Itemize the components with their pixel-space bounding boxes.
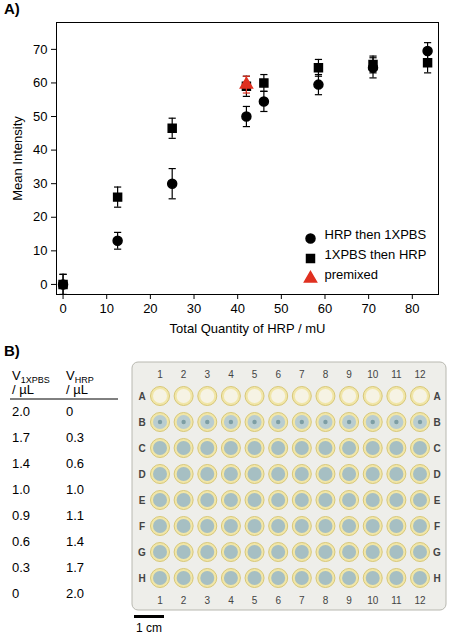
svg-text:/ µL: / µL bbox=[12, 382, 34, 397]
svg-text:6: 6 bbox=[275, 595, 281, 606]
svg-text:7: 7 bbox=[299, 595, 305, 606]
svg-text:8: 8 bbox=[323, 595, 329, 606]
svg-text:0.9: 0.9 bbox=[12, 508, 30, 523]
svg-text:D: D bbox=[433, 469, 440, 480]
svg-text:0: 0 bbox=[40, 277, 47, 292]
svg-text:1.4: 1.4 bbox=[66, 534, 84, 549]
svg-text:5: 5 bbox=[252, 369, 258, 380]
svg-text:1.4: 1.4 bbox=[12, 456, 30, 471]
svg-text:2: 2 bbox=[181, 369, 187, 380]
svg-text:3: 3 bbox=[204, 595, 210, 606]
svg-text:20: 20 bbox=[33, 209, 47, 224]
svg-text:2.0: 2.0 bbox=[66, 586, 84, 601]
svg-text:A: A bbox=[433, 391, 440, 402]
svg-text:B: B bbox=[138, 417, 145, 428]
svg-text:8: 8 bbox=[323, 369, 329, 380]
svg-text:0.3: 0.3 bbox=[12, 560, 30, 575]
svg-text:4: 4 bbox=[228, 369, 234, 380]
svg-text:D: D bbox=[138, 469, 145, 480]
svg-text:5: 5 bbox=[252, 595, 258, 606]
svg-text:0: 0 bbox=[66, 404, 73, 419]
svg-text:4: 4 bbox=[228, 595, 234, 606]
svg-text:B): B) bbox=[4, 342, 20, 359]
svg-text:30: 30 bbox=[187, 301, 201, 316]
svg-text:1.1: 1.1 bbox=[66, 508, 84, 523]
svg-text:E: E bbox=[434, 495, 441, 506]
svg-text:0.6: 0.6 bbox=[66, 456, 84, 471]
svg-text:10: 10 bbox=[367, 595, 379, 606]
svg-text:E: E bbox=[139, 495, 146, 506]
svg-text:10: 10 bbox=[99, 301, 113, 316]
svg-text:B: B bbox=[433, 417, 440, 428]
svg-text:C: C bbox=[433, 443, 440, 454]
svg-text:2.0: 2.0 bbox=[12, 404, 30, 419]
svg-text:1.7: 1.7 bbox=[12, 430, 30, 445]
svg-text:40: 40 bbox=[33, 142, 47, 157]
svg-text:HRP then 1XPBS: HRP then 1XPBS bbox=[325, 227, 427, 242]
svg-text:7: 7 bbox=[299, 369, 305, 380]
svg-text:1.7: 1.7 bbox=[66, 560, 84, 575]
svg-text:H: H bbox=[433, 573, 440, 584]
svg-text:12: 12 bbox=[414, 595, 426, 606]
svg-text:A: A bbox=[138, 391, 145, 402]
svg-text:1.0: 1.0 bbox=[12, 482, 30, 497]
svg-text:11: 11 bbox=[391, 595, 402, 606]
svg-text:0: 0 bbox=[12, 586, 19, 601]
svg-text:6: 6 bbox=[275, 369, 281, 380]
svg-text:9: 9 bbox=[346, 369, 352, 380]
svg-text:Total Quantity of HRP / mU: Total Quantity of HRP / mU bbox=[170, 321, 326, 336]
svg-text:0.3: 0.3 bbox=[66, 430, 84, 445]
svg-text:10: 10 bbox=[367, 369, 379, 380]
svg-text:2: 2 bbox=[181, 595, 187, 606]
svg-text:1 cm: 1 cm bbox=[136, 621, 162, 635]
svg-text:10: 10 bbox=[33, 243, 47, 258]
svg-text:80: 80 bbox=[405, 301, 419, 316]
svg-text:30: 30 bbox=[33, 176, 47, 191]
svg-text:V1XPBS: V1XPBS bbox=[12, 368, 50, 385]
svg-text:1: 1 bbox=[157, 369, 163, 380]
svg-text:F: F bbox=[434, 521, 440, 532]
svg-text:G: G bbox=[433, 547, 441, 558]
svg-text:60: 60 bbox=[33, 75, 47, 90]
svg-text:50: 50 bbox=[33, 109, 47, 124]
svg-text:F: F bbox=[139, 521, 145, 532]
svg-text:Mean Intensity: Mean Intensity bbox=[10, 116, 25, 201]
svg-text:VHRP: VHRP bbox=[66, 368, 94, 385]
svg-text:1.0: 1.0 bbox=[66, 482, 84, 497]
svg-text:0.6: 0.6 bbox=[12, 534, 30, 549]
svg-text:70: 70 bbox=[33, 42, 47, 57]
svg-text:60: 60 bbox=[318, 301, 332, 316]
svg-text:C: C bbox=[138, 443, 145, 454]
svg-text:20: 20 bbox=[143, 301, 157, 316]
svg-text:50: 50 bbox=[274, 301, 288, 316]
svg-text:11: 11 bbox=[391, 369, 402, 380]
html-text:A): A) bbox=[4, 0, 20, 17]
svg-text:12: 12 bbox=[414, 369, 426, 380]
svg-text:1XPBS then HRP: 1XPBS then HRP bbox=[325, 247, 427, 262]
svg-text:0: 0 bbox=[59, 301, 66, 316]
svg-text:premixed: premixed bbox=[325, 267, 378, 282]
svg-text:H: H bbox=[138, 573, 145, 584]
svg-text:70: 70 bbox=[361, 301, 375, 316]
svg-text:1: 1 bbox=[157, 595, 163, 606]
svg-text:/ µL: / µL bbox=[66, 382, 88, 397]
svg-text:9: 9 bbox=[346, 595, 352, 606]
svg-text:G: G bbox=[138, 547, 146, 558]
svg-text:3: 3 bbox=[204, 369, 210, 380]
svg-text:40: 40 bbox=[230, 301, 244, 316]
